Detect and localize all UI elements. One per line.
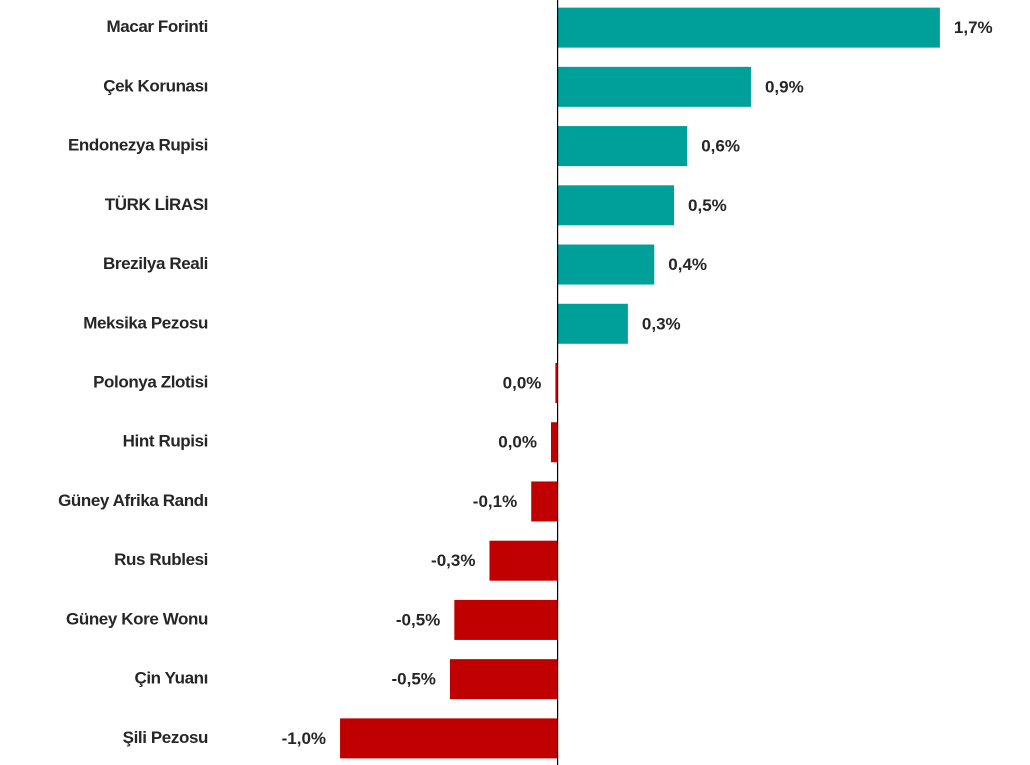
- value-label: 1,7%: [954, 18, 993, 37]
- value-label: -1,0%: [282, 729, 326, 748]
- category-label: Güney Kore Wonu: [66, 609, 208, 628]
- bar: [489, 540, 558, 581]
- value-label: 0,9%: [765, 77, 804, 96]
- category-label: Çek Korunası: [103, 76, 208, 95]
- bar: [557, 126, 688, 167]
- category-label: Polonya Zlotisi: [93, 372, 208, 391]
- value-label: -0,1%: [473, 492, 517, 511]
- bar: [557, 66, 751, 107]
- bar: [557, 303, 628, 344]
- category-label: Hint Rupisi: [123, 432, 208, 451]
- category-label: Endonezya Rupisi: [68, 136, 208, 155]
- bar: [557, 7, 940, 48]
- category-label: Rus Rublesi: [114, 550, 208, 569]
- bar: [340, 718, 558, 759]
- bar: [550, 422, 558, 463]
- value-label: -0,3%: [431, 551, 475, 570]
- category-label: Güney Afrika Randı: [58, 491, 208, 510]
- category-label: Çin Yuanı: [134, 669, 208, 688]
- category-label: Meksika Pezosu: [83, 313, 208, 332]
- bar: [557, 244, 655, 285]
- bar: [555, 363, 558, 403]
- bar: [557, 185, 675, 226]
- category-label: Brezilya Reali: [103, 254, 208, 273]
- value-label: 0,0%: [498, 433, 537, 452]
- value-label: 0,5%: [688, 196, 727, 215]
- value-label: 0,3%: [642, 314, 681, 333]
- value-label: 0,6%: [701, 137, 740, 156]
- value-label: -0,5%: [396, 610, 440, 629]
- value-label: 0,4%: [668, 255, 707, 274]
- bar: [454, 599, 558, 640]
- value-label: 0,0%: [503, 373, 542, 392]
- value-label: -0,5%: [392, 670, 436, 689]
- category-label: Şili Pezosu: [123, 728, 208, 747]
- category-label: TÜRK LİRASI: [105, 195, 208, 214]
- bar: [531, 481, 558, 522]
- bar: [449, 659, 558, 700]
- category-label: Macar Forinti: [106, 17, 208, 36]
